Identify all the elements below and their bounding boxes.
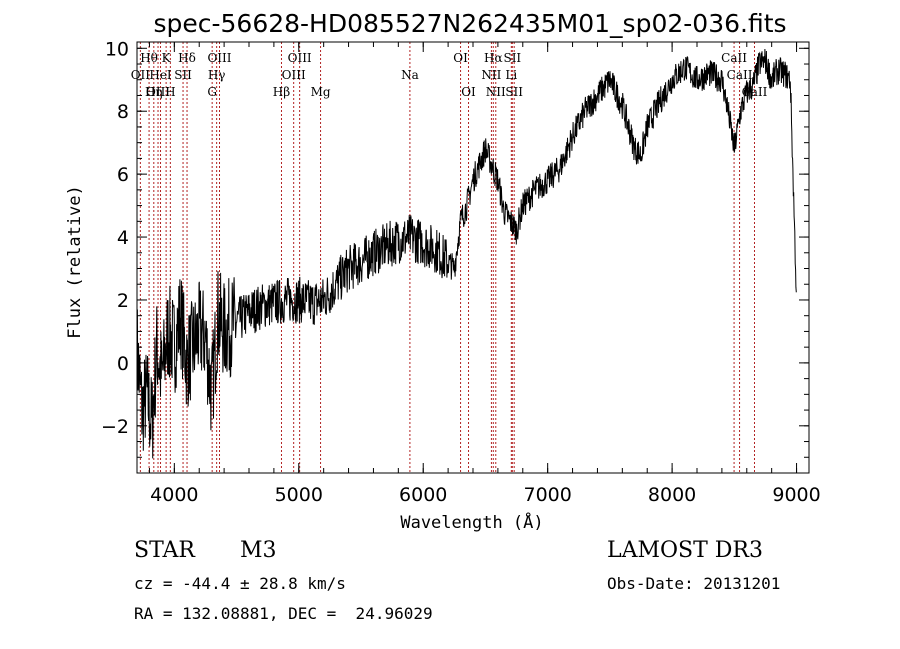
- line-label-12: Hγ: [208, 68, 226, 82]
- line-label-2: Hδ: [178, 51, 196, 65]
- line-label-20: H: [165, 85, 175, 99]
- redshift-velocity: cz = -44.4 ± 28.8 km/s: [134, 574, 346, 593]
- y-axis-ticks: −2 0 2 4 6 8 10: [101, 38, 809, 474]
- line-label-11: SII: [174, 68, 192, 82]
- line-label-22: Hβ: [273, 85, 290, 99]
- line-label-26: SII: [505, 85, 523, 99]
- coordinates: RA = 132.08881, DEC = 24.96029: [134, 604, 433, 623]
- plot-frame: [136, 41, 810, 474]
- line-label-25: NII: [486, 85, 506, 99]
- spectrum-line: [136, 48, 797, 459]
- line-label-21: G: [207, 85, 217, 99]
- line-label-9: OII: [131, 68, 151, 82]
- line-label-6: Hα: [484, 51, 503, 65]
- survey-name: LAMOST DR3: [607, 538, 763, 563]
- observation-date: Obs-Date: 20131201: [607, 574, 781, 593]
- line-label-0: Hθ: [140, 51, 158, 65]
- x-axis-label: Wavelength (Å): [400, 511, 543, 533]
- line-label-8: CaII: [721, 51, 747, 65]
- chart-title: spec-56628-HD085527N262435M01_sp02-036.f…: [153, 9, 786, 38]
- y-tick-label-6: 10: [105, 38, 129, 60]
- line-label-15: NII: [481, 68, 501, 82]
- line-label-14: Na: [401, 68, 419, 82]
- line-label-17: CaII: [727, 68, 753, 82]
- x-tick-label-1: 5000: [275, 484, 323, 506]
- object-class: STAR: [134, 538, 195, 563]
- line-label-13: OIII: [282, 68, 306, 82]
- line-label-23: Mg: [311, 85, 331, 99]
- x-tick-label-5: 9000: [772, 484, 820, 506]
- x-axis-ticks: 4000 5000 6000 7000 8000 9000: [148, 42, 821, 506]
- x-tick-label-3: 7000: [523, 484, 571, 506]
- y-tick-label-1: 0: [117, 353, 129, 375]
- y-tick-label-3: 4: [117, 227, 129, 249]
- x-tick-label-2: 6000: [399, 484, 447, 506]
- y-tick-label-5: 8: [117, 101, 129, 123]
- line-label-3: OIII: [207, 51, 231, 65]
- line-label-10: HeI: [149, 68, 172, 82]
- line-label-16: Li: [505, 68, 517, 82]
- line-label-18: OIII: [146, 85, 170, 99]
- object-subclass: M3: [240, 538, 277, 563]
- line-label-7: SII: [503, 51, 521, 65]
- y-tick-label-4: 6: [117, 164, 129, 186]
- line-label-1: K: [162, 51, 172, 65]
- y-tick-label-2: 2: [117, 290, 129, 312]
- x-tick-label-0: 4000: [150, 484, 198, 506]
- y-axis-label: Flux (relative): [65, 185, 85, 339]
- line-label-5: OI: [453, 51, 468, 65]
- line-label-19: Hη: [145, 85, 163, 99]
- line-label-4: OIII: [288, 51, 312, 65]
- y-tick-label-0: −2: [101, 416, 129, 438]
- line-label-24: OI: [461, 85, 476, 99]
- x-tick-label-4: 8000: [648, 484, 696, 506]
